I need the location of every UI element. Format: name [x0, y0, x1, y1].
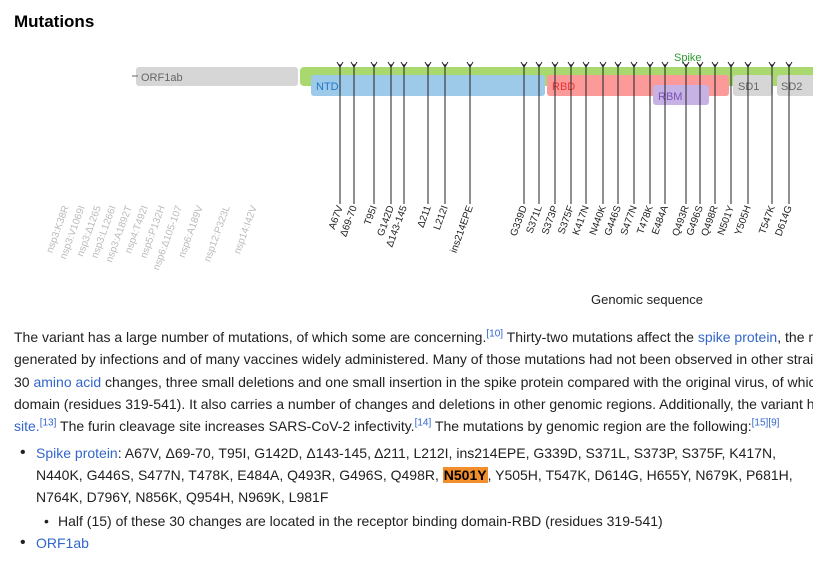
- rbm-bar: [653, 85, 709, 105]
- spike-mutation-tick: [387, 61, 395, 68]
- para-text: 30: [14, 373, 34, 390]
- ntd-label: NTD: [316, 81, 339, 93]
- orf1ab-label: ORF1ab: [141, 72, 183, 84]
- citation-14[interactable]: [14]: [414, 417, 432, 429]
- site-link[interactable]: site.: [14, 418, 40, 435]
- orf1ab-bar: [136, 67, 298, 86]
- highlighted-mutation: N501Y: [442, 467, 488, 483]
- spike-protein-link[interactable]: spike protein: [697, 329, 778, 345]
- section-heading: Mutations: [14, 12, 95, 31]
- rbm-label: RBM: [658, 91, 682, 103]
- spike-mutation-label: ins214EPE: [449, 204, 476, 255]
- rbd-label: RBD: [552, 81, 575, 93]
- spike-mutation-tick: [567, 61, 575, 68]
- sub-list-item: Half (15) of these 30 changes are locate…: [36, 510, 813, 532]
- amino-acid-link[interactable]: amino acid: [33, 373, 102, 390]
- spike-mutation-label: Δ211: [416, 204, 434, 229]
- mutation-diagram: ORF1ab Spike NTD RBD RBM SD1 SD2 nsp3:K3…: [45, 52, 813, 272]
- spike-mutation-label: L212I: [432, 204, 451, 231]
- spike-mutation-label: T95I: [363, 204, 380, 227]
- spike-label: Spike: [674, 52, 702, 64]
- spike-mutation-tick: [711, 61, 719, 68]
- spike-mutation-tick: [727, 61, 735, 68]
- para-text: The furin cleavage site increases SARS-C…: [56, 418, 415, 435]
- para-text: The variant has a large number of mutati…: [14, 329, 487, 345]
- spike-mutation-tick: [520, 61, 528, 68]
- citation-13[interactable]: [13]: [39, 417, 57, 429]
- para-text: changes, three small deletions and one s…: [101, 373, 813, 390]
- spike-mutation-tick: [614, 61, 622, 68]
- orf1ab-mutation-label: nsp14:I42V: [232, 204, 260, 256]
- axis-label: Genomic sequence: [591, 292, 704, 307]
- spike-mutation-tick: [768, 61, 776, 68]
- spike-mutation-tick: [535, 61, 543, 68]
- citation-9[interactable]: [9]: [768, 417, 780, 429]
- list-item-orf1ab: ORF1ab: [14, 532, 813, 554]
- spike-mutation-tick: [400, 61, 408, 68]
- spike-mutation-tick: [424, 61, 432, 68]
- spike-mutation-tick: [441, 61, 449, 68]
- orf1ab-mutation-label: nsp12:P323L: [202, 204, 233, 264]
- spike-mutation-tick: [785, 61, 793, 68]
- sub-list: Half (15) of these 30 changes are locate…: [36, 510, 813, 532]
- list-item-spike: Spike protein: A67V, Δ69-70, T95I, G142D…: [14, 442, 813, 532]
- para-text: , the m: [777, 329, 813, 345]
- spike-mutation-tick: [661, 61, 669, 68]
- spike-mutation-tick: [744, 61, 752, 68]
- spike-mutation-tick: [336, 61, 344, 68]
- spike-mutation-tick: [682, 61, 690, 68]
- intro-paragraph: The variant has a large number of mutati…: [14, 326, 813, 437]
- citation-10[interactable]: [10]: [486, 328, 504, 340]
- sd2-bar: [777, 75, 813, 96]
- spike-mutation-tick: [582, 61, 590, 68]
- para-line: domain (residues 319-541). It also carri…: [14, 395, 813, 412]
- sd1-bar: [733, 75, 773, 96]
- para-text: The mutations by genomic region are the …: [431, 418, 752, 435]
- spike-mutation-tick: [551, 61, 559, 68]
- sd1-label: SD1: [738, 81, 759, 93]
- spike-mutations-text-rest: , Y505H, T547K, D614G, H655Y, N679K, P68…: [36, 467, 793, 505]
- orf1ab-link[interactable]: ORF1ab: [36, 535, 89, 551]
- sd2-label: SD2: [781, 81, 802, 93]
- spike-mutation-tick: [466, 61, 474, 68]
- para-line: generated by infections and of many vacc…: [14, 351, 813, 368]
- mutation-list: Spike protein: A67V, Δ69-70, T95I, G142D…: [14, 442, 813, 554]
- spike-protein-list-link[interactable]: Spike protein: [36, 445, 118, 461]
- spike-mutation-tick: [350, 61, 358, 68]
- para-text: Thirty-two mutations affect the: [503, 329, 698, 345]
- spike-mutation-tick: [599, 61, 607, 68]
- citation-15[interactable]: [15]: [751, 417, 769, 429]
- spike-mutation-tick: [646, 61, 654, 68]
- spike-mutation-tick: [630, 61, 638, 68]
- spike-mutation-tick: [370, 61, 378, 68]
- orf1ab-mutation-labels: nsp3:K38Rnsp3:V1069Insp3:Δ1265nsp3:L1266…: [45, 204, 260, 272]
- spike-mutation-tick: [696, 61, 704, 68]
- spike-mutations-text: : A67V, Δ69-70, T95I, G142D, Δ143-145, Δ…: [36, 445, 776, 483]
